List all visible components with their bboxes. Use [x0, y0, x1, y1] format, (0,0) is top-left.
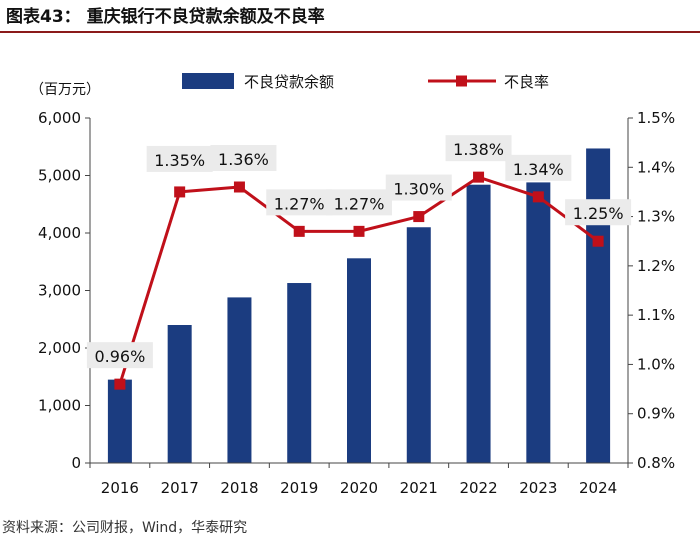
- data-label-bg: [86, 342, 153, 369]
- data-label-bg: [266, 189, 333, 216]
- data-label-2017: 1.35%: [154, 151, 205, 170]
- line-marker-2022: [473, 171, 485, 183]
- data-label-2024: 1.25%: [573, 204, 624, 223]
- right-tick-label: 1.3%: [637, 208, 675, 226]
- legend-line-label: 不良率: [504, 73, 549, 91]
- data-label-bg: [565, 199, 632, 226]
- title-rule: [0, 31, 700, 33]
- bar-2023: [526, 182, 551, 463]
- data-label-2023: 1.34%: [513, 160, 564, 179]
- bar-2022: [466, 184, 491, 463]
- line-marker-2020: [353, 225, 365, 237]
- left-tick-label: 5,000: [38, 167, 81, 185]
- data-label-bg: [210, 145, 277, 171]
- data-label-2022: 1.38%: [453, 140, 504, 159]
- bar-2020: [347, 258, 371, 463]
- x-tick-label: 2023: [519, 479, 557, 497]
- left-tick-label: 4,000: [38, 224, 81, 242]
- line-series: 0.96% 1.35% 1.36% 1.27% 1.27% 1.30% 1.38% 1.34%…: [86, 135, 632, 390]
- x-tick-label: 2024: [579, 479, 617, 497]
- x-tick-label: 2021: [400, 479, 438, 497]
- line-marker-2019: [293, 225, 305, 237]
- bar-2019: [287, 283, 312, 463]
- legend-line-marker: [456, 75, 467, 87]
- left-tick-label: 2,000: [38, 339, 81, 357]
- data-label-2016: 0.96%: [94, 347, 145, 366]
- data-label-bg: [385, 174, 452, 201]
- bar-2018: [227, 297, 252, 463]
- data-label-bg: [445, 135, 512, 162]
- x-tick-label: 2018: [220, 479, 258, 497]
- legend: 不良贷款余额 不良率: [182, 73, 549, 91]
- x-tick-label: 2019: [280, 479, 318, 497]
- data-label-bg: [505, 154, 572, 181]
- x-tick-label: 2020: [340, 479, 378, 497]
- data-label-bg: [146, 145, 213, 172]
- data-label-2019: 1.27%: [274, 194, 325, 213]
- line-marker-2021: [413, 211, 425, 223]
- data-label-2020: 1.27%: [334, 194, 385, 213]
- left-tick-label: 0: [71, 454, 81, 472]
- line-marker-2024: [592, 235, 604, 247]
- right-tick-label: 1.0%: [637, 355, 675, 373]
- right-tick-label: 0.8%: [637, 454, 675, 472]
- x-tick-label: 2022: [459, 479, 497, 497]
- data-label-2021: 1.30%: [393, 180, 444, 199]
- right-tick-label: 1.5%: [637, 109, 675, 127]
- bar-2017: [167, 325, 192, 463]
- figure-title: 图表43： 重庆银行不良贷款余额及不良率: [6, 7, 325, 27]
- x-axis: 2016 2017 2018 2019 2020 2021 2022 2023 2024: [89, 462, 629, 497]
- left-tick-label: 6,000: [38, 109, 81, 127]
- bar-2016: [107, 379, 132, 463]
- data-label-2018: 1.36%: [218, 150, 269, 169]
- left-tick-label: 1,000: [38, 397, 81, 415]
- line-marker-2017: [174, 186, 186, 198]
- left-axis: 0 1,000 2,000 3,000 4,000 5,000 6,000: [38, 109, 91, 472]
- source-note: 资料来源：公司财报，Wind，华泰研究: [2, 520, 248, 536]
- right-tick-label: 1.2%: [637, 257, 675, 275]
- right-tick-label: 1.4%: [637, 158, 675, 176]
- legend-bar-label: 不良贷款余额: [244, 73, 334, 91]
- right-tick-label: 1.1%: [637, 306, 675, 324]
- data-label-bg: [326, 189, 392, 216]
- right-tick-label: 0.9%: [637, 405, 675, 423]
- x-tick-label: 2016: [101, 479, 139, 497]
- bar-2024: [586, 148, 611, 463]
- left-tick-label: 3,000: [38, 282, 81, 300]
- legend-bar-swatch: [182, 73, 234, 89]
- bar-2021: [406, 227, 431, 463]
- line-marker-2018: [233, 181, 245, 193]
- left-axis-unit: （百万元）: [30, 82, 100, 98]
- right-axis: 0.8% 0.9% 1.0% 1.1% 1.2% 1.3% 1.4% 1.5%: [627, 109, 675, 472]
- line-marker-2016: [114, 378, 126, 390]
- x-tick-label: 2017: [161, 479, 199, 497]
- bar-series: [107, 148, 611, 463]
- line-marker-2023: [532, 191, 544, 203]
